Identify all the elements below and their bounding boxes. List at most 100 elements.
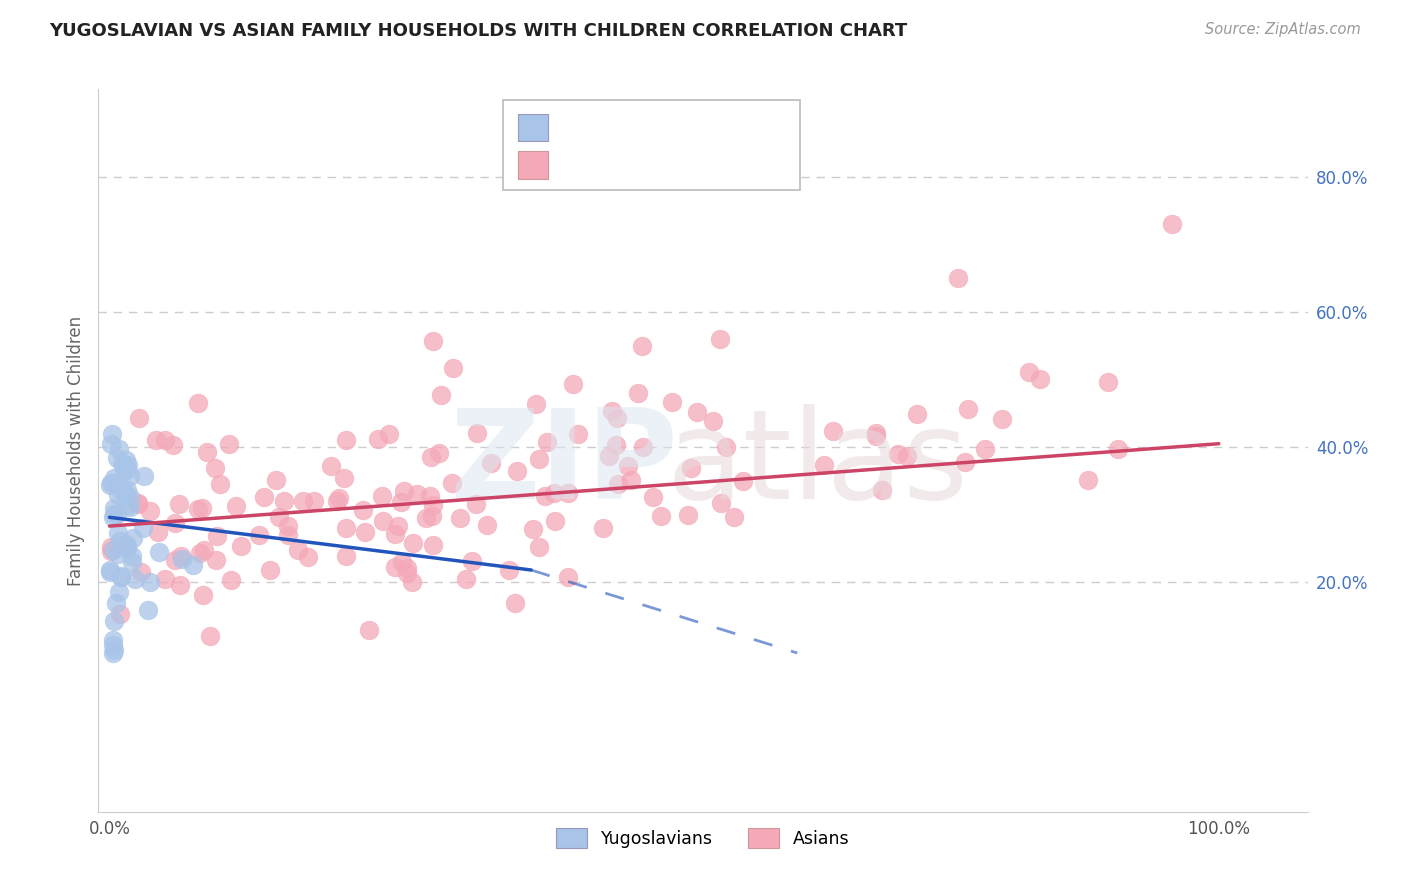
Point: [465, 425, 488, 440]
Point: [661, 395, 683, 409]
Point: [121, 555, 143, 569]
Point: [567, 427, 589, 442]
Point: [371, 489, 394, 503]
Point: [252, 490, 274, 504]
Point: [110, 569, 132, 583]
Point: [605, 438, 627, 452]
Point: [117, 498, 139, 512]
Point: [218, 436, 240, 450]
Point: [709, 332, 731, 346]
Point: [686, 404, 709, 418]
Point: [136, 603, 159, 617]
Point: [187, 501, 209, 516]
Point: [146, 524, 169, 539]
Point: [302, 494, 325, 508]
Point: [163, 516, 186, 531]
Text: atlas: atlas: [666, 404, 969, 525]
Point: [389, 495, 412, 509]
Point: [219, 573, 242, 587]
Point: [415, 511, 437, 525]
Point: [132, 469, 155, 483]
Point: [205, 553, 228, 567]
Point: [205, 529, 228, 543]
Point: [170, 549, 193, 563]
Point: [128, 411, 150, 425]
Point: [105, 507, 128, 521]
Point: [191, 589, 214, 603]
Point: [543, 486, 565, 500]
Point: [354, 525, 377, 540]
Point: [259, 563, 281, 577]
Text: 147: 147: [724, 155, 761, 175]
Point: [132, 521, 155, 535]
Point: [145, 433, 167, 447]
Point: [606, 411, 628, 425]
Point: [100, 475, 122, 490]
Point: [378, 427, 401, 442]
Point: [129, 566, 152, 580]
Point: [557, 570, 579, 584]
Point: [103, 476, 125, 491]
Point: [420, 450, 443, 464]
Point: [641, 490, 664, 504]
Point: [429, 446, 451, 460]
Point: [122, 531, 145, 545]
Point: [114, 536, 136, 550]
Point: [384, 559, 406, 574]
Point: [162, 438, 184, 452]
Point: [107, 488, 129, 502]
Text: R =: R =: [561, 155, 602, 175]
Point: [114, 453, 136, 467]
Point: [326, 494, 349, 508]
Point: [121, 549, 143, 563]
Point: [104, 596, 127, 610]
Point: [277, 519, 299, 533]
Point: [155, 572, 177, 586]
Point: [115, 483, 138, 497]
Point: [974, 442, 997, 456]
Point: [292, 493, 315, 508]
Point: [103, 501, 125, 516]
Point: [616, 458, 638, 473]
Point: [101, 638, 124, 652]
Point: [297, 550, 319, 565]
Point: [273, 494, 295, 508]
Point: [600, 403, 623, 417]
Text: -0.351: -0.351: [606, 118, 666, 137]
Point: [117, 540, 139, 554]
FancyBboxPatch shape: [503, 100, 800, 190]
Point: [422, 498, 444, 512]
Point: [598, 449, 620, 463]
Point: [110, 483, 132, 498]
Legend: Yugoslavians, Asians: Yugoslavians, Asians: [550, 822, 856, 855]
Point: [865, 429, 887, 443]
Point: [557, 486, 579, 500]
Point: [193, 543, 215, 558]
Point: [396, 561, 419, 575]
Point: [139, 574, 162, 589]
Point: [115, 462, 138, 476]
FancyBboxPatch shape: [517, 114, 548, 141]
Point: [277, 527, 299, 541]
Point: [561, 377, 583, 392]
Point: [100, 544, 122, 558]
Point: [631, 339, 654, 353]
Point: [100, 540, 122, 554]
Point: [676, 508, 699, 523]
Point: [371, 514, 394, 528]
Point: [905, 407, 928, 421]
Point: [247, 528, 270, 542]
Point: [420, 508, 443, 523]
Point: [620, 474, 643, 488]
Point: [127, 495, 149, 509]
Point: [392, 484, 415, 499]
Point: [101, 632, 124, 647]
Text: N =: N =: [682, 155, 724, 175]
Point: [107, 525, 129, 540]
Point: [328, 491, 350, 505]
Point: [714, 440, 737, 454]
Point: [169, 497, 191, 511]
Y-axis label: Family Households with Children: Family Households with Children: [66, 316, 84, 585]
Point: [503, 596, 526, 610]
Point: [887, 447, 910, 461]
